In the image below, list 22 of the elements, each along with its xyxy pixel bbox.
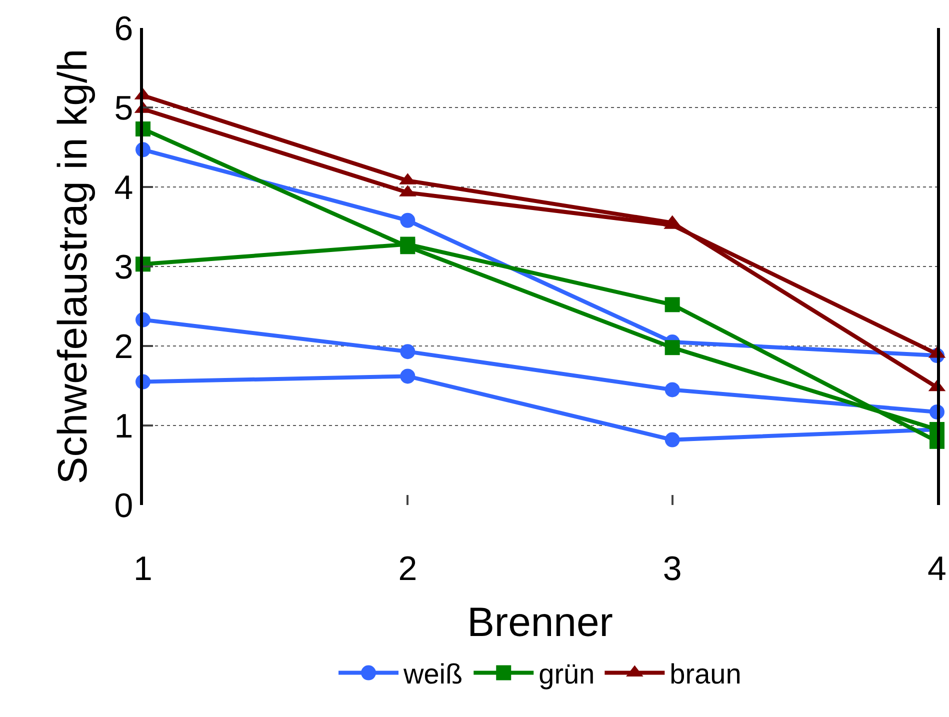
legend-label: braun	[670, 658, 742, 690]
point	[400, 368, 416, 384]
y-tick-label: 2	[114, 328, 134, 366]
legend-label: grün	[538, 658, 595, 690]
y-axis-title: Schwefelaustrag in kg/h	[49, 48, 96, 484]
x-tick-label: 4	[928, 550, 946, 588]
y-tick-label: 4	[114, 168, 134, 207]
point	[664, 432, 680, 448]
point	[664, 382, 680, 398]
point	[400, 212, 416, 228]
y-tick-label: 5	[114, 89, 134, 128]
y-tick-label: 3	[114, 248, 134, 286]
point	[400, 344, 416, 360]
legend-label: weiß	[402, 658, 463, 690]
x-tick-label: 3	[662, 550, 682, 588]
y-tick-label: 0	[114, 486, 134, 525]
y-tick-label: 1	[114, 407, 134, 446]
y-tick-label: 6	[114, 10, 134, 48]
point	[664, 297, 680, 312]
x-axis-title: Brenner	[467, 599, 613, 646]
x-tick-label: 2	[398, 550, 418, 588]
point	[664, 340, 680, 356]
